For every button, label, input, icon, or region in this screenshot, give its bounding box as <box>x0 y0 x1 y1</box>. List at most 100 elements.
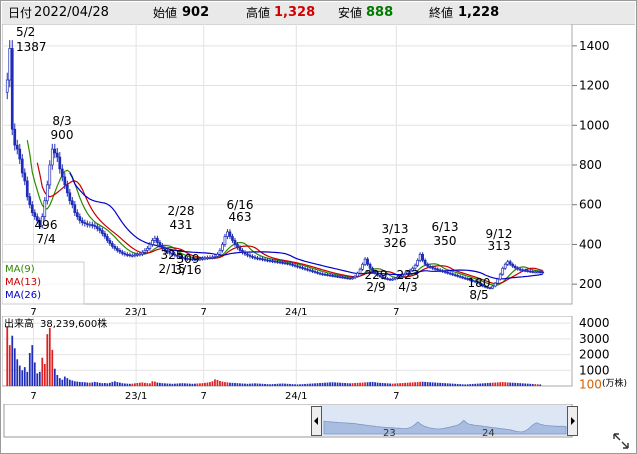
candle-body <box>356 272 359 277</box>
volume-bar <box>164 383 166 386</box>
navigator-left-handle[interactable] <box>311 406 322 436</box>
volume-bar <box>76 381 79 386</box>
ma13-label: MA(13) <box>5 277 41 288</box>
volume-bar <box>144 382 146 386</box>
volume-bar <box>294 384 296 386</box>
candle-body <box>48 164 52 186</box>
volume-bar <box>138 382 141 386</box>
candle-body <box>338 276 342 278</box>
candle-body <box>396 276 399 279</box>
candle-body <box>303 267 307 270</box>
candle-body <box>296 265 299 268</box>
volume-bar <box>394 383 396 386</box>
candle-body <box>321 273 324 276</box>
candle-body <box>266 259 269 262</box>
range-navigator[interactable]: 23 24 <box>2 404 635 454</box>
candle-body <box>103 233 107 237</box>
candle-body <box>10 48 14 130</box>
volume-bar <box>128 383 131 386</box>
volume-bar <box>151 381 154 386</box>
candle-body <box>163 248 167 251</box>
volume-bar <box>214 379 216 386</box>
candle-body <box>203 257 207 260</box>
volume-bar <box>314 383 316 386</box>
open-label: 始値 <box>153 6 178 20</box>
price-xtick-label: 23/1 <box>125 307 147 318</box>
volume-bar <box>349 383 351 386</box>
peak-annotation-line1: 180 <box>468 276 491 290</box>
volume-bar <box>534 384 537 386</box>
candle-body <box>113 246 117 249</box>
candle-body <box>348 277 352 280</box>
candle-body <box>438 269 442 272</box>
candle-body <box>98 228 102 231</box>
volume-bar <box>184 383 186 386</box>
volume-bar <box>489 382 492 386</box>
volume-bar <box>161 383 164 386</box>
volume-bar <box>63 376 66 386</box>
candle-body <box>211 256 214 259</box>
volume-bar <box>309 383 311 386</box>
candle-body <box>178 255 182 258</box>
volume-bar <box>466 384 469 386</box>
volume-bar <box>439 382 442 386</box>
candle-body <box>231 236 234 241</box>
volume-bar <box>271 384 274 386</box>
candle-body <box>75 212 79 217</box>
navigator-right-handle[interactable] <box>567 406 578 436</box>
volume-bar <box>41 357 44 386</box>
close-label: 終値 <box>429 6 454 20</box>
candle-body <box>233 240 237 245</box>
candle-body <box>236 244 239 248</box>
candle-body <box>73 204 77 214</box>
peak-annotation-line2: 350 <box>434 234 457 248</box>
peak-annotation-line2: 900 <box>51 128 74 142</box>
candle-body <box>458 275 462 278</box>
candle-body <box>105 236 109 241</box>
volume-bar <box>421 381 424 386</box>
candle-body <box>151 240 154 245</box>
candle-body <box>263 258 267 261</box>
volume-bar <box>174 383 176 386</box>
volume-bar <box>56 375 59 386</box>
volume-bar <box>149 383 151 386</box>
candle-body <box>161 245 164 249</box>
peak-annotation-line1: 5/2 <box>16 25 35 39</box>
candle-body <box>261 258 264 261</box>
candle-body <box>43 200 47 217</box>
candle-body <box>506 261 510 265</box>
arrow-right-icon <box>571 417 575 425</box>
navigator-year-23: 23 <box>383 428 396 439</box>
volume-bar <box>369 382 371 386</box>
price-tick-label: 1000 <box>579 118 610 132</box>
volume-bar <box>73 381 76 386</box>
candle-body <box>526 270 530 272</box>
volume-bar <box>61 379 64 386</box>
candle-body <box>421 254 424 261</box>
candle-body <box>448 272 452 275</box>
candle-body <box>95 226 99 229</box>
candle-body <box>473 280 477 283</box>
candle-body <box>343 277 347 279</box>
volume-bar <box>496 382 499 386</box>
volume-bar <box>159 382 161 386</box>
candle-body <box>141 252 144 255</box>
volume-bar <box>78 381 81 386</box>
volume-bar <box>86 382 89 386</box>
candle-body <box>186 257 189 260</box>
expand-button[interactable] <box>612 432 630 450</box>
price-xtick-label: 7 <box>393 307 399 318</box>
candle-body <box>100 230 104 234</box>
candle-body <box>60 168 64 178</box>
volume-bar <box>524 383 527 386</box>
volume-bar <box>131 383 134 386</box>
candle-body <box>391 278 394 281</box>
volume-bar <box>276 383 279 386</box>
volume-total: 38,239,600株 <box>40 317 107 330</box>
candle-body <box>271 260 274 263</box>
volume-bar <box>539 384 542 386</box>
ohlc-header: 日付 2022/04/28 始値 902 高値 1,328 安値 888 終値 … <box>2 2 635 25</box>
volume-bar <box>26 371 29 386</box>
